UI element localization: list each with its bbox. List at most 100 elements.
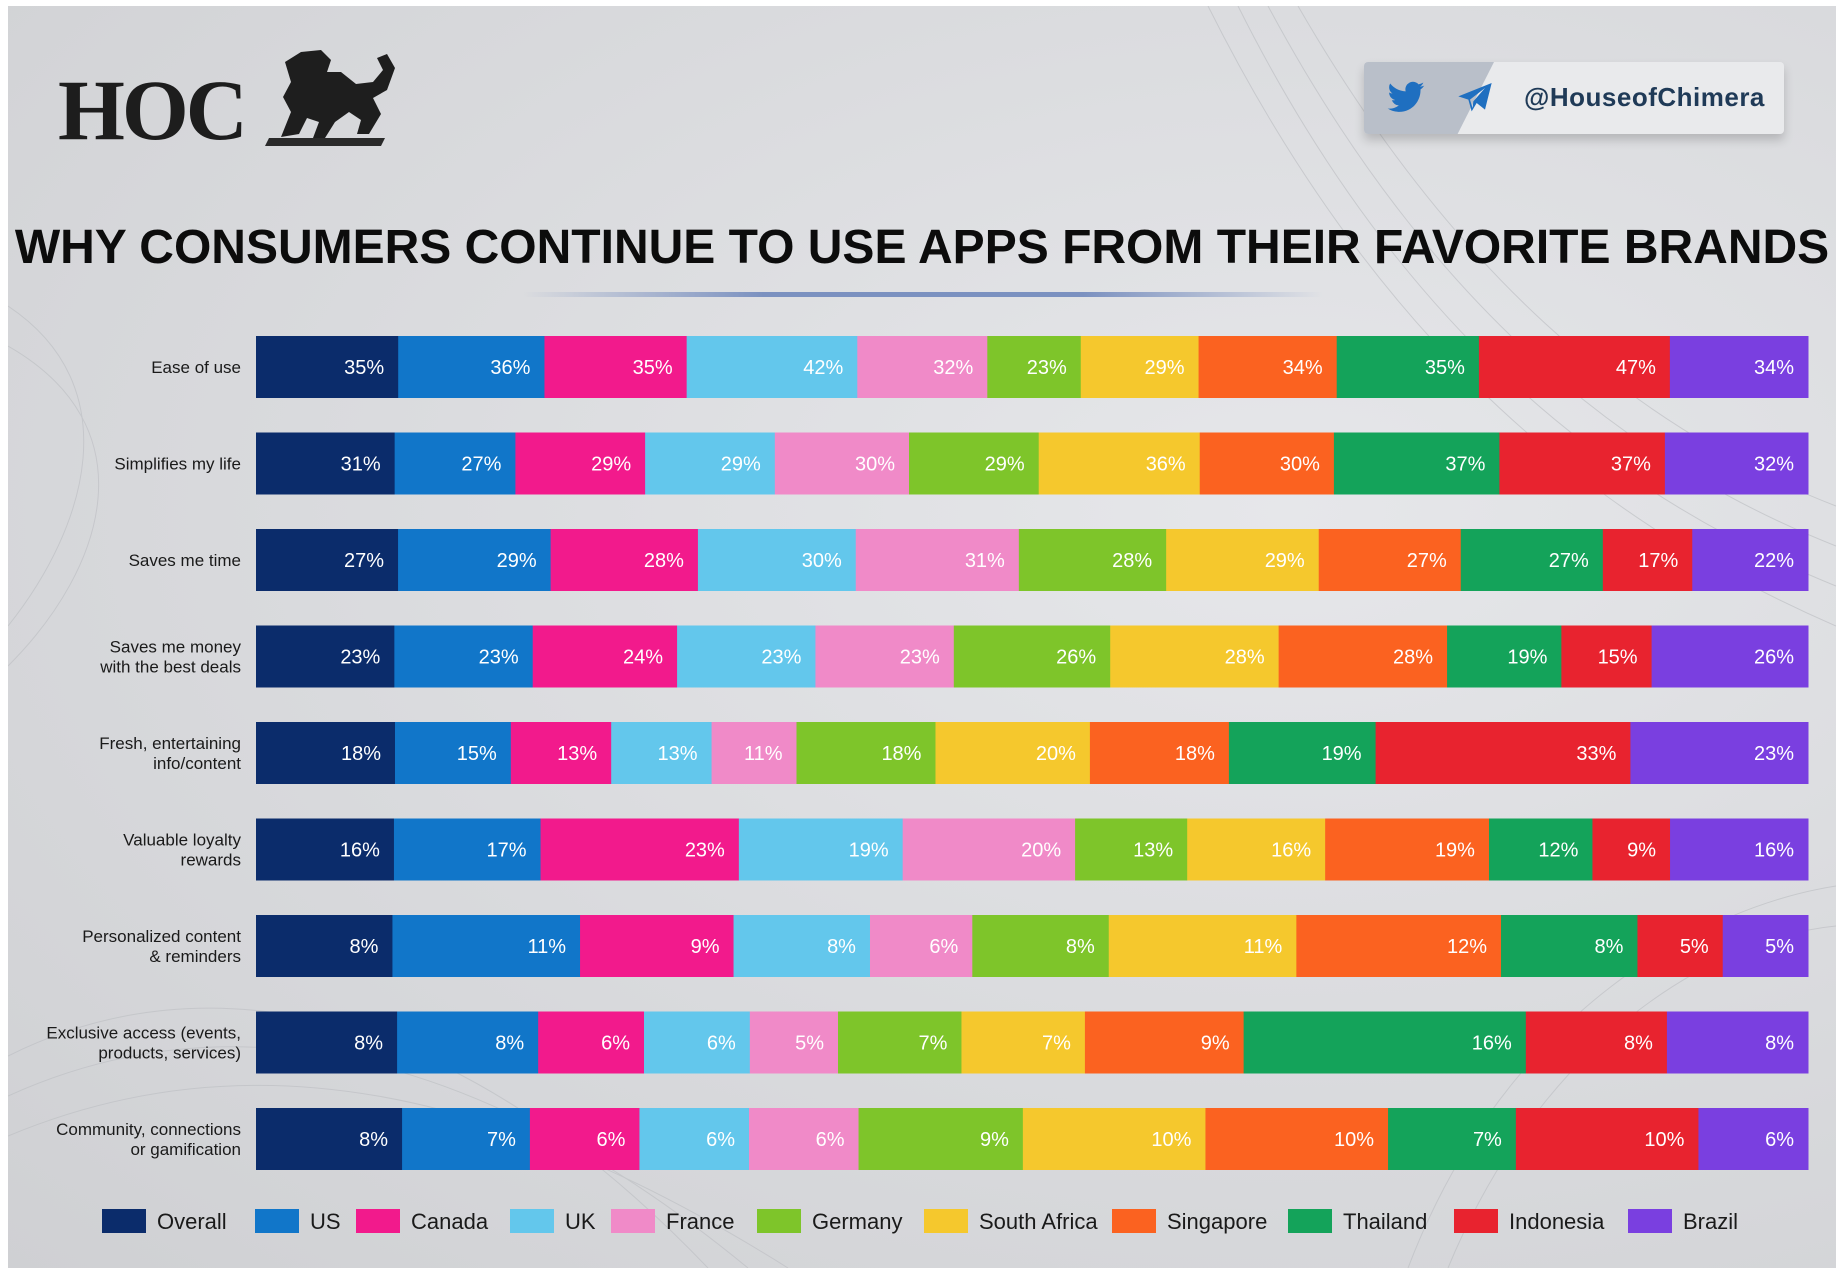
bar-overall xyxy=(256,625,395,688)
data-label: 16% xyxy=(1271,840,1311,862)
data-label: 28% xyxy=(644,550,684,572)
telegram-icon[interactable] xyxy=(1454,78,1496,118)
data-label: 6% xyxy=(706,1129,735,1151)
data-label: 32% xyxy=(933,357,973,379)
bar-brazil xyxy=(1630,722,1809,784)
data-label: 9% xyxy=(980,1129,1009,1151)
data-label: 13% xyxy=(557,743,597,765)
bar-brazil xyxy=(1666,1011,1809,1074)
category-label: Ease of use xyxy=(151,358,241,377)
data-label: 17% xyxy=(1638,550,1678,572)
bar-singapore xyxy=(1199,432,1335,495)
bar-singapore xyxy=(1278,625,1448,688)
bar-thailand xyxy=(1336,336,1480,398)
legend-label: UK xyxy=(565,1209,596,1234)
twitter-icon[interactable] xyxy=(1384,78,1428,118)
bar-germany xyxy=(1018,529,1167,591)
data-label: 7% xyxy=(1473,1129,1502,1151)
data-label: 26% xyxy=(1754,647,1794,669)
bar-south-africa xyxy=(1038,432,1201,495)
legend-label: France xyxy=(666,1209,734,1234)
legend-swatch xyxy=(1288,1209,1332,1233)
legend-label: Thailand xyxy=(1343,1209,1427,1234)
bar-us xyxy=(393,818,542,881)
data-label: 29% xyxy=(497,550,537,572)
data-label: 6% xyxy=(1765,1129,1794,1151)
data-label: 35% xyxy=(633,357,673,379)
bar-brazil xyxy=(1664,432,1809,495)
bar-singapore xyxy=(1205,1108,1389,1170)
data-label: 27% xyxy=(344,550,384,572)
category-label: Community, connections or gamification xyxy=(56,1120,241,1159)
bar-canada xyxy=(510,722,612,784)
data-label: 6% xyxy=(816,1129,845,1151)
data-label: 6% xyxy=(601,1033,630,1055)
data-label: 10% xyxy=(1334,1129,1374,1151)
data-label: 36% xyxy=(490,357,530,379)
data-label: 29% xyxy=(591,454,631,476)
data-label: 15% xyxy=(1598,647,1638,669)
data-label: 23% xyxy=(685,840,725,862)
data-label: 28% xyxy=(1225,647,1265,669)
bar-thailand xyxy=(1228,722,1377,784)
data-label: 8% xyxy=(359,1129,388,1151)
bar-uk xyxy=(738,818,904,881)
bar-us xyxy=(394,432,516,495)
bar-canada xyxy=(544,336,688,398)
bar-france xyxy=(748,1108,860,1170)
bar-overall xyxy=(256,1011,398,1074)
bar-brazil xyxy=(1651,625,1809,688)
bar-south-africa xyxy=(1022,1108,1206,1170)
legend-label: Singapore xyxy=(1167,1209,1267,1234)
infographic-canvas: HOC @HouseofChimera WHY CONSUMERS CONTIN… xyxy=(8,6,1836,1268)
data-label: 18% xyxy=(881,743,921,765)
data-label: 8% xyxy=(1595,936,1624,958)
data-label: 18% xyxy=(341,743,381,765)
bar-germany xyxy=(953,625,1111,688)
data-label: 31% xyxy=(341,454,381,476)
bar-overall xyxy=(256,1108,403,1170)
bar-france xyxy=(711,722,797,784)
data-label: 24% xyxy=(623,647,663,669)
bar-uk xyxy=(677,625,816,688)
bar-us xyxy=(392,915,581,977)
bar-singapore xyxy=(1198,336,1338,398)
bar-overall xyxy=(256,336,399,398)
data-label: 17% xyxy=(487,840,527,862)
bar-indonesia xyxy=(1478,336,1671,398)
bar-us xyxy=(397,1011,539,1074)
bar-germany xyxy=(838,1011,962,1074)
legend-swatch xyxy=(255,1209,299,1233)
social-handle-text[interactable]: @HouseofChimera xyxy=(1524,82,1765,112)
data-label: 8% xyxy=(1066,936,1095,958)
bar-indonesia xyxy=(1375,722,1631,784)
bar-us xyxy=(398,529,552,591)
legend-swatch xyxy=(924,1209,968,1233)
data-label: 12% xyxy=(1538,840,1578,862)
data-label: 47% xyxy=(1616,357,1656,379)
bar-france xyxy=(869,915,973,977)
bar-overall xyxy=(256,529,399,591)
bar-thailand xyxy=(1333,432,1500,495)
bar-canada xyxy=(529,1108,640,1170)
data-label: 11% xyxy=(527,936,566,958)
data-label: 29% xyxy=(1145,357,1185,379)
data-label: 27% xyxy=(1407,550,1447,572)
bar-indonesia xyxy=(1499,432,1666,495)
legend-swatch xyxy=(102,1209,146,1233)
data-label: 11% xyxy=(744,743,783,765)
data-label: 29% xyxy=(985,454,1025,476)
bar-indonesia xyxy=(1592,818,1671,881)
data-label: 16% xyxy=(1472,1033,1512,1055)
bar-south-africa xyxy=(1110,625,1280,688)
bar-south-africa xyxy=(1108,915,1297,977)
social-handle-banner[interactable]: @HouseofChimera xyxy=(1364,62,1784,134)
bar-south-africa xyxy=(961,1011,1086,1074)
category-label: Personalized content & reminders xyxy=(82,927,241,966)
data-label: 19% xyxy=(1435,840,1475,862)
bar-brazil xyxy=(1692,529,1809,591)
bar-overall xyxy=(256,432,396,495)
data-label: 15% xyxy=(457,743,497,765)
bar-uk xyxy=(639,1108,750,1170)
category-label: Fresh, entertaining info/content xyxy=(99,734,241,773)
